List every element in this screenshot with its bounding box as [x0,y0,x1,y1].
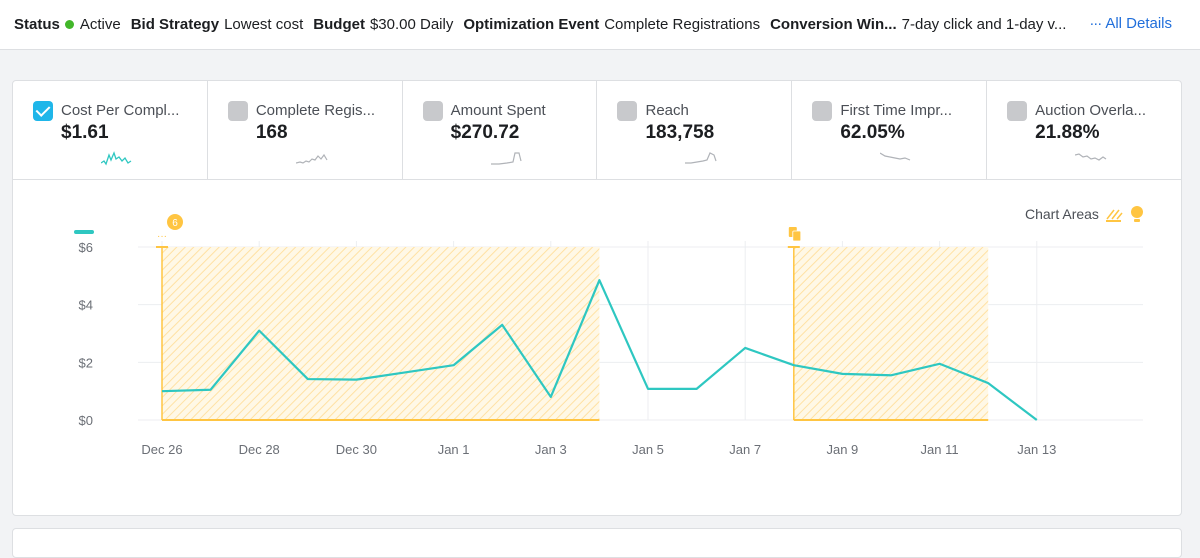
highlight-area [794,247,988,420]
x-tick-label: Jan 5 [632,442,664,457]
metric-checkbox-checked[interactable] [33,101,53,121]
x-tick-label: Jan 1 [438,442,470,457]
coin-stack-front [793,231,801,241]
budget-value: $30.00 Daily [370,16,453,33]
more-icon: ··· [1089,15,1101,32]
x-tick-label: Jan 13 [1017,442,1056,457]
all-details-label: All Details [1105,15,1172,32]
budget-label: Budget [313,16,365,33]
y-tick-label: $6 [79,240,93,255]
sparkline-icon [880,147,914,167]
sparkline-icon [1075,147,1109,167]
metric-title: Reach [645,102,688,119]
chart-card: Cost Per Compl... $1.61 Complete Regis..… [12,80,1182,516]
metric-title: Complete Regis... [256,102,375,119]
metric-amount-spent[interactable]: Amount Spent $270.72 [403,81,598,179]
optimization-event-value: Complete Registrations [604,16,760,33]
series-legend-marker [74,230,94,234]
event-dots-icon: ··· [157,231,167,242]
x-tick-label: Jan 3 [535,442,567,457]
sparkline-icon [296,147,330,167]
event-count-label: 6 [172,218,178,229]
x-tick-label: Dec 30 [336,442,377,457]
metric-value: 62.05% [840,122,904,144]
metric-cost-per-complete[interactable]: Cost Per Compl... $1.61 [13,81,208,179]
sparkline-icon [101,147,135,167]
sparkline-icon [685,147,719,167]
bid-strategy-label: Bid Strategy [131,16,219,33]
metric-title: First Time Impr... [840,102,952,119]
x-tick-label: Jan 7 [729,442,761,457]
status-bar: Status Active Bid Strategy Lowest cost B… [0,0,1200,50]
metric-title: Auction Overla... [1035,102,1146,119]
metric-checkbox[interactable] [1007,101,1027,121]
metric-title: Amount Spent [451,102,546,119]
metric-tabs: Cost Per Compl... $1.61 Complete Regis..… [13,81,1181,180]
x-tick-label: Dec 28 [239,442,280,457]
optimization-event-label: Optimization Event [463,16,599,33]
metric-value: $1.61 [61,122,109,144]
metric-first-time-impression[interactable]: First Time Impr... 62.05% [792,81,987,179]
next-card [12,528,1182,558]
y-tick-label: $2 [79,355,93,370]
metric-complete-registrations[interactable]: Complete Regis... 168 [208,81,403,179]
budget-change-icon [789,227,801,241]
metric-value: $270.72 [451,122,520,144]
metric-value: 21.88% [1035,122,1099,144]
active-status-dot [65,20,74,29]
x-tick-label: Jan 11 [921,442,959,457]
all-details-link[interactable]: ··· All Details [1089,15,1172,32]
metric-title: Cost Per Compl... [61,102,179,119]
x-tick-label: Jan 9 [826,442,858,457]
sparkline-icon [491,147,525,167]
metric-checkbox[interactable] [423,101,443,121]
status-label: Status [14,16,60,33]
status-value: Active [80,16,121,33]
metric-value: 183,758 [645,122,714,144]
bid-strategy-value: Lowest cost [224,16,303,33]
x-tick-label: Dec 26 [141,442,182,457]
conversion-window-value: 7-day click and 1-day v... [902,16,1067,33]
line-chart: $0 $2 $4 $6 Dec 26 Dec 28 Dec 30 Jan 1 Jan 3 Jan … [13,181,1181,515]
metric-auction-overlap[interactable]: Auction Overla... 21.88% [987,81,1181,179]
conversion-window-label: Conversion Win... [770,16,897,33]
metric-value: 168 [256,122,288,144]
metric-checkbox[interactable] [617,101,637,121]
y-tick-label: $4 [79,298,93,313]
metric-checkbox[interactable] [228,101,248,121]
metric-checkbox[interactable] [812,101,832,121]
y-tick-label: $0 [79,413,93,428]
metric-reach[interactable]: Reach 183,758 [597,81,792,179]
highlight-area [162,247,599,420]
